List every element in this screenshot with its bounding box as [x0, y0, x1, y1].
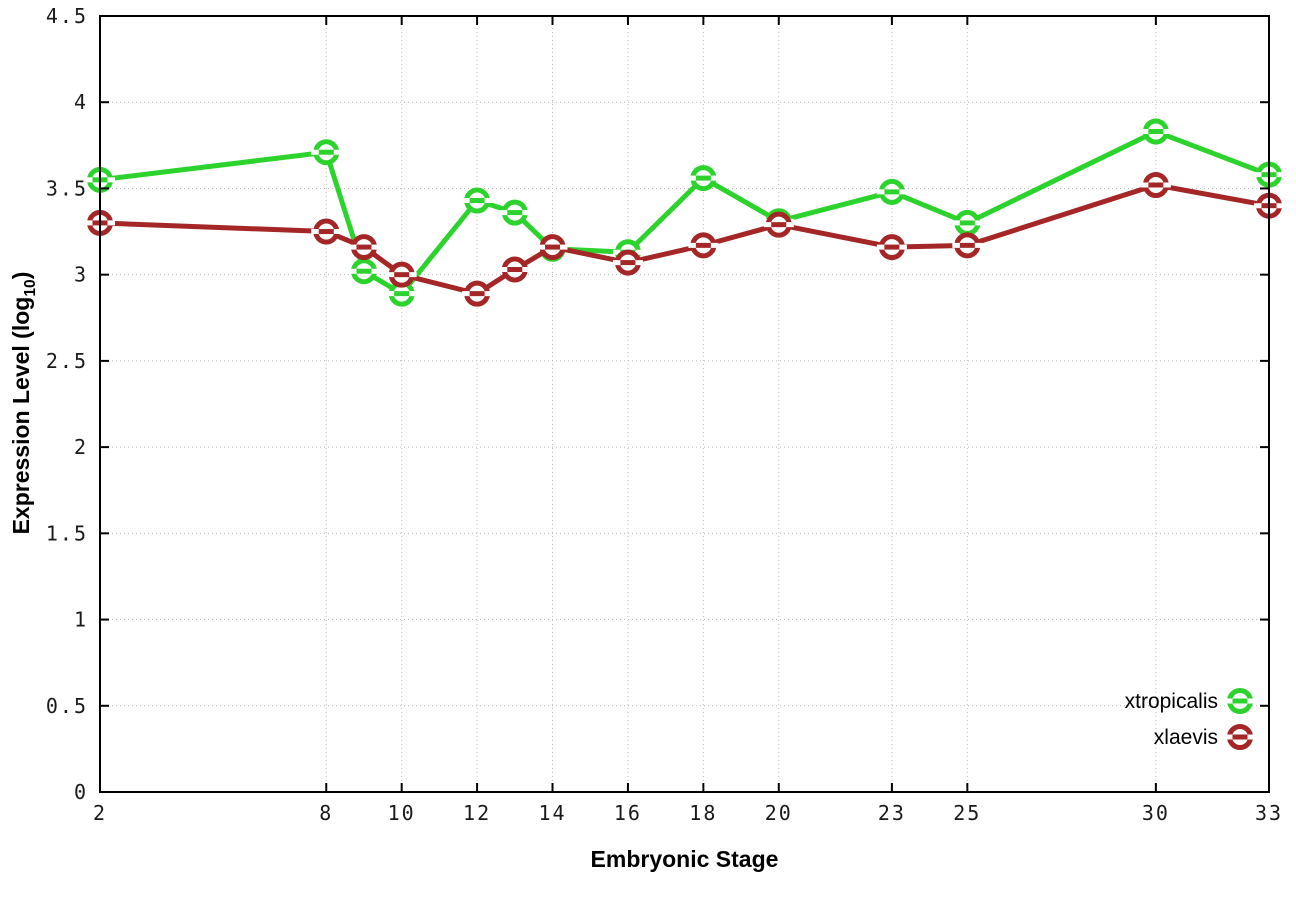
- legend-label-xlaevis: xlaevis: [1154, 726, 1218, 749]
- x-tick-label: 16: [614, 801, 642, 825]
- x-tick-label: 20: [765, 801, 793, 825]
- legend-markers: [1225, 688, 1255, 750]
- data-point-xlaevis: [688, 232, 719, 259]
- data-point-xlaevis: [386, 261, 417, 288]
- data-point-xlaevis: [952, 232, 983, 259]
- x-tick-label: 8: [319, 801, 333, 825]
- data-point-xlaevis: [348, 234, 379, 261]
- y-axis-title-subscript: 10: [21, 279, 39, 297]
- data-point-xlaevis: [311, 218, 342, 245]
- x-tick-label: 23: [878, 801, 906, 825]
- x-tick-label: 18: [689, 801, 717, 825]
- x-tick-label: 30: [1142, 801, 1170, 825]
- data-point-xtropicalis: [1140, 118, 1171, 145]
- x-tick-label: 25: [953, 801, 981, 825]
- y-tick-label: 0: [74, 780, 88, 804]
- grid-layer: [99, 15, 1270, 793]
- y-axis-title-suffix: ): [8, 271, 35, 280]
- y-axis-title: Expression Level (log10): [8, 272, 40, 535]
- y-tick-label: 3.5: [46, 176, 88, 200]
- legend-label-xtropicalis: xtropicalis: [1125, 690, 1218, 713]
- series-line-xlaevis: [97, 182, 1272, 297]
- data-point-xlaevis: [499, 256, 530, 283]
- data-point-xtropicalis: [952, 209, 983, 236]
- data-point-xlaevis: [612, 249, 643, 276]
- x-axis-title: Embryonic Stage: [590, 846, 779, 872]
- data-point-xtropicalis: [348, 258, 379, 285]
- y-tick-label: 2: [74, 435, 88, 459]
- x-tick-label: 33: [1255, 801, 1283, 825]
- data-point-xtropicalis: [499, 199, 530, 226]
- legend: xtropicalis xlaevis: [1125, 688, 1255, 750]
- data-point-xlaevis: [876, 234, 907, 261]
- y-tick-label: 4: [74, 90, 88, 114]
- y-axis-title-prefix: Expression Level (log: [8, 296, 35, 535]
- x-tick-label: 12: [463, 801, 491, 825]
- data-point-xlaevis: [1140, 171, 1171, 198]
- legend-marker-xlaevis: [1225, 724, 1255, 750]
- data-point-xtropicalis: [876, 178, 907, 205]
- x-tick-label: 14: [538, 801, 566, 825]
- data-point-xlaevis: [462, 280, 493, 307]
- legend-marker-xtropicalis: [1225, 688, 1255, 714]
- data-point-xlaevis: [763, 211, 794, 238]
- data-point-xtropicalis: [311, 139, 342, 166]
- axes-frame: [99, 15, 1270, 793]
- y-tick-label: 4.5: [46, 4, 88, 28]
- series-line-xtropicalis: [97, 129, 1272, 297]
- data-point-xtropicalis: [462, 187, 493, 214]
- y-tick-label: 1: [74, 608, 88, 632]
- series-layer: [85, 118, 1284, 307]
- x-tick-label: 10: [388, 801, 416, 825]
- plot-border: [99, 15, 1270, 793]
- tick-label-layer: 2 8 10 12 14 16 18 20 23 25 30 33 0 0.5 1 1.5 2 2.5 3 3.5 4 4…: [46, 4, 1283, 825]
- y-tick-label: 0.5: [46, 694, 88, 718]
- data-point-xlaevis: [537, 234, 568, 261]
- x-tick-label: 2: [93, 801, 107, 825]
- y-tick-label: 3: [74, 263, 88, 287]
- y-tick-label: 2.5: [46, 349, 88, 373]
- data-point-xtropicalis: [688, 165, 719, 192]
- y-tick-label: 1.5: [46, 521, 88, 545]
